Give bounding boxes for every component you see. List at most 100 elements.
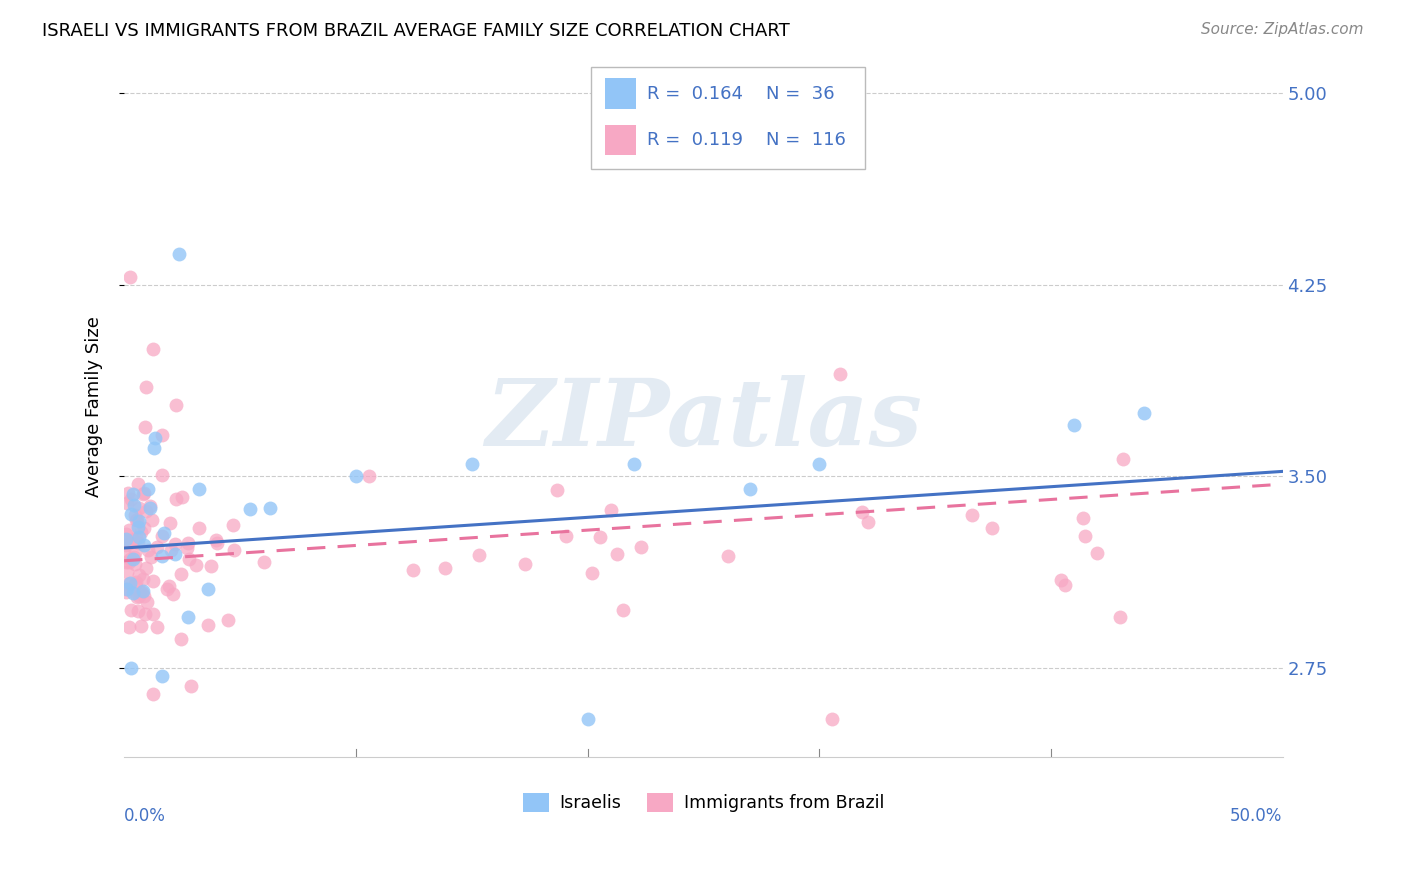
Point (115, 496, 138, 510)
Point (224, 543, 246, 558)
Point (125, 531, 148, 545)
Point (142, 607, 165, 621)
Point (134, 420, 156, 434)
Point (127, 605, 149, 619)
Point (115, 582, 138, 596)
Point (146, 620, 169, 634)
Point (468, 548, 491, 562)
Point (118, 524, 141, 538)
Point (120, 575, 142, 590)
Point (128, 530, 150, 544)
Point (980, 521, 1002, 535)
Point (1108, 610, 1130, 624)
Point (115, 538, 138, 552)
Point (115, 565, 138, 579)
Point (150, 549, 173, 563)
Point (132, 538, 155, 552)
Point (1063, 418, 1085, 433)
Point (1071, 511, 1094, 525)
Point (600, 502, 623, 516)
Point (129, 524, 152, 539)
Point (115, 532, 138, 546)
Point (146, 540, 169, 554)
Point (217, 614, 239, 628)
Point (152, 467, 174, 482)
Point (1112, 451, 1135, 466)
Point (121, 487, 143, 501)
Point (170, 490, 193, 504)
Point (717, 549, 740, 563)
Point (134, 521, 156, 535)
Point (117, 577, 139, 591)
Point (127, 520, 149, 534)
Point (115, 585, 138, 599)
Point (170, 632, 193, 647)
Point (136, 483, 159, 497)
Point (165, 398, 187, 412)
Point (120, 603, 142, 617)
Point (851, 505, 873, 519)
Point (142, 687, 165, 701)
Point (177, 552, 200, 566)
Point (127, 536, 149, 550)
Point (135, 504, 157, 518)
Point (115, 533, 138, 548)
Point (120, 491, 142, 506)
Point (344, 469, 367, 483)
Point (120, 552, 142, 566)
Point (132, 487, 155, 501)
Point (127, 590, 149, 604)
Point (960, 508, 983, 523)
Point (124, 557, 146, 571)
Point (159, 579, 181, 593)
Point (808, 457, 831, 471)
Point (115, 549, 138, 563)
Point (125, 574, 148, 589)
Point (253, 554, 276, 568)
Point (460, 457, 482, 471)
Point (138, 542, 160, 557)
Point (357, 468, 380, 483)
Point (127, 477, 149, 491)
Point (176, 541, 198, 555)
Point (118, 536, 141, 550)
Point (856, 516, 879, 530)
Point (177, 536, 200, 550)
Point (135, 595, 157, 609)
Text: 0.0%: 0.0% (124, 806, 166, 824)
Y-axis label: Average Family Size: Average Family Size (86, 316, 103, 497)
Point (128, 567, 150, 582)
Point (612, 603, 634, 617)
Point (589, 530, 612, 544)
Point (129, 584, 152, 599)
Point (131, 584, 153, 599)
Point (138, 500, 160, 515)
Point (124, 545, 146, 559)
Point (554, 529, 576, 543)
Legend: Israelis, Immigrants from Brazil: Israelis, Immigrants from Brazil (516, 786, 891, 819)
Point (576, 712, 599, 726)
Text: R =  0.164    N =  36: R = 0.164 N = 36 (647, 85, 834, 103)
Text: 50.0%: 50.0% (1230, 806, 1282, 824)
Point (162, 587, 184, 601)
Point (150, 528, 173, 542)
Point (124, 508, 146, 522)
Point (623, 457, 645, 471)
Point (239, 501, 262, 516)
Point (177, 610, 200, 624)
Point (156, 582, 179, 596)
Point (129, 618, 152, 632)
Point (135, 561, 157, 575)
Point (142, 342, 165, 356)
Point (207, 535, 229, 549)
Point (167, 247, 190, 261)
Text: ISRAELI VS IMMIGRANTS FROM BRAZIL AVERAGE FAMILY SIZE CORRELATION CHART: ISRAELI VS IMMIGRANTS FROM BRAZIL AVERAG… (42, 22, 790, 40)
Point (165, 536, 187, 550)
Point (143, 431, 166, 445)
Point (124, 549, 146, 564)
Point (120, 661, 142, 675)
Point (159, 543, 181, 558)
Point (187, 482, 209, 496)
Point (117, 620, 139, 634)
Point (606, 547, 628, 561)
